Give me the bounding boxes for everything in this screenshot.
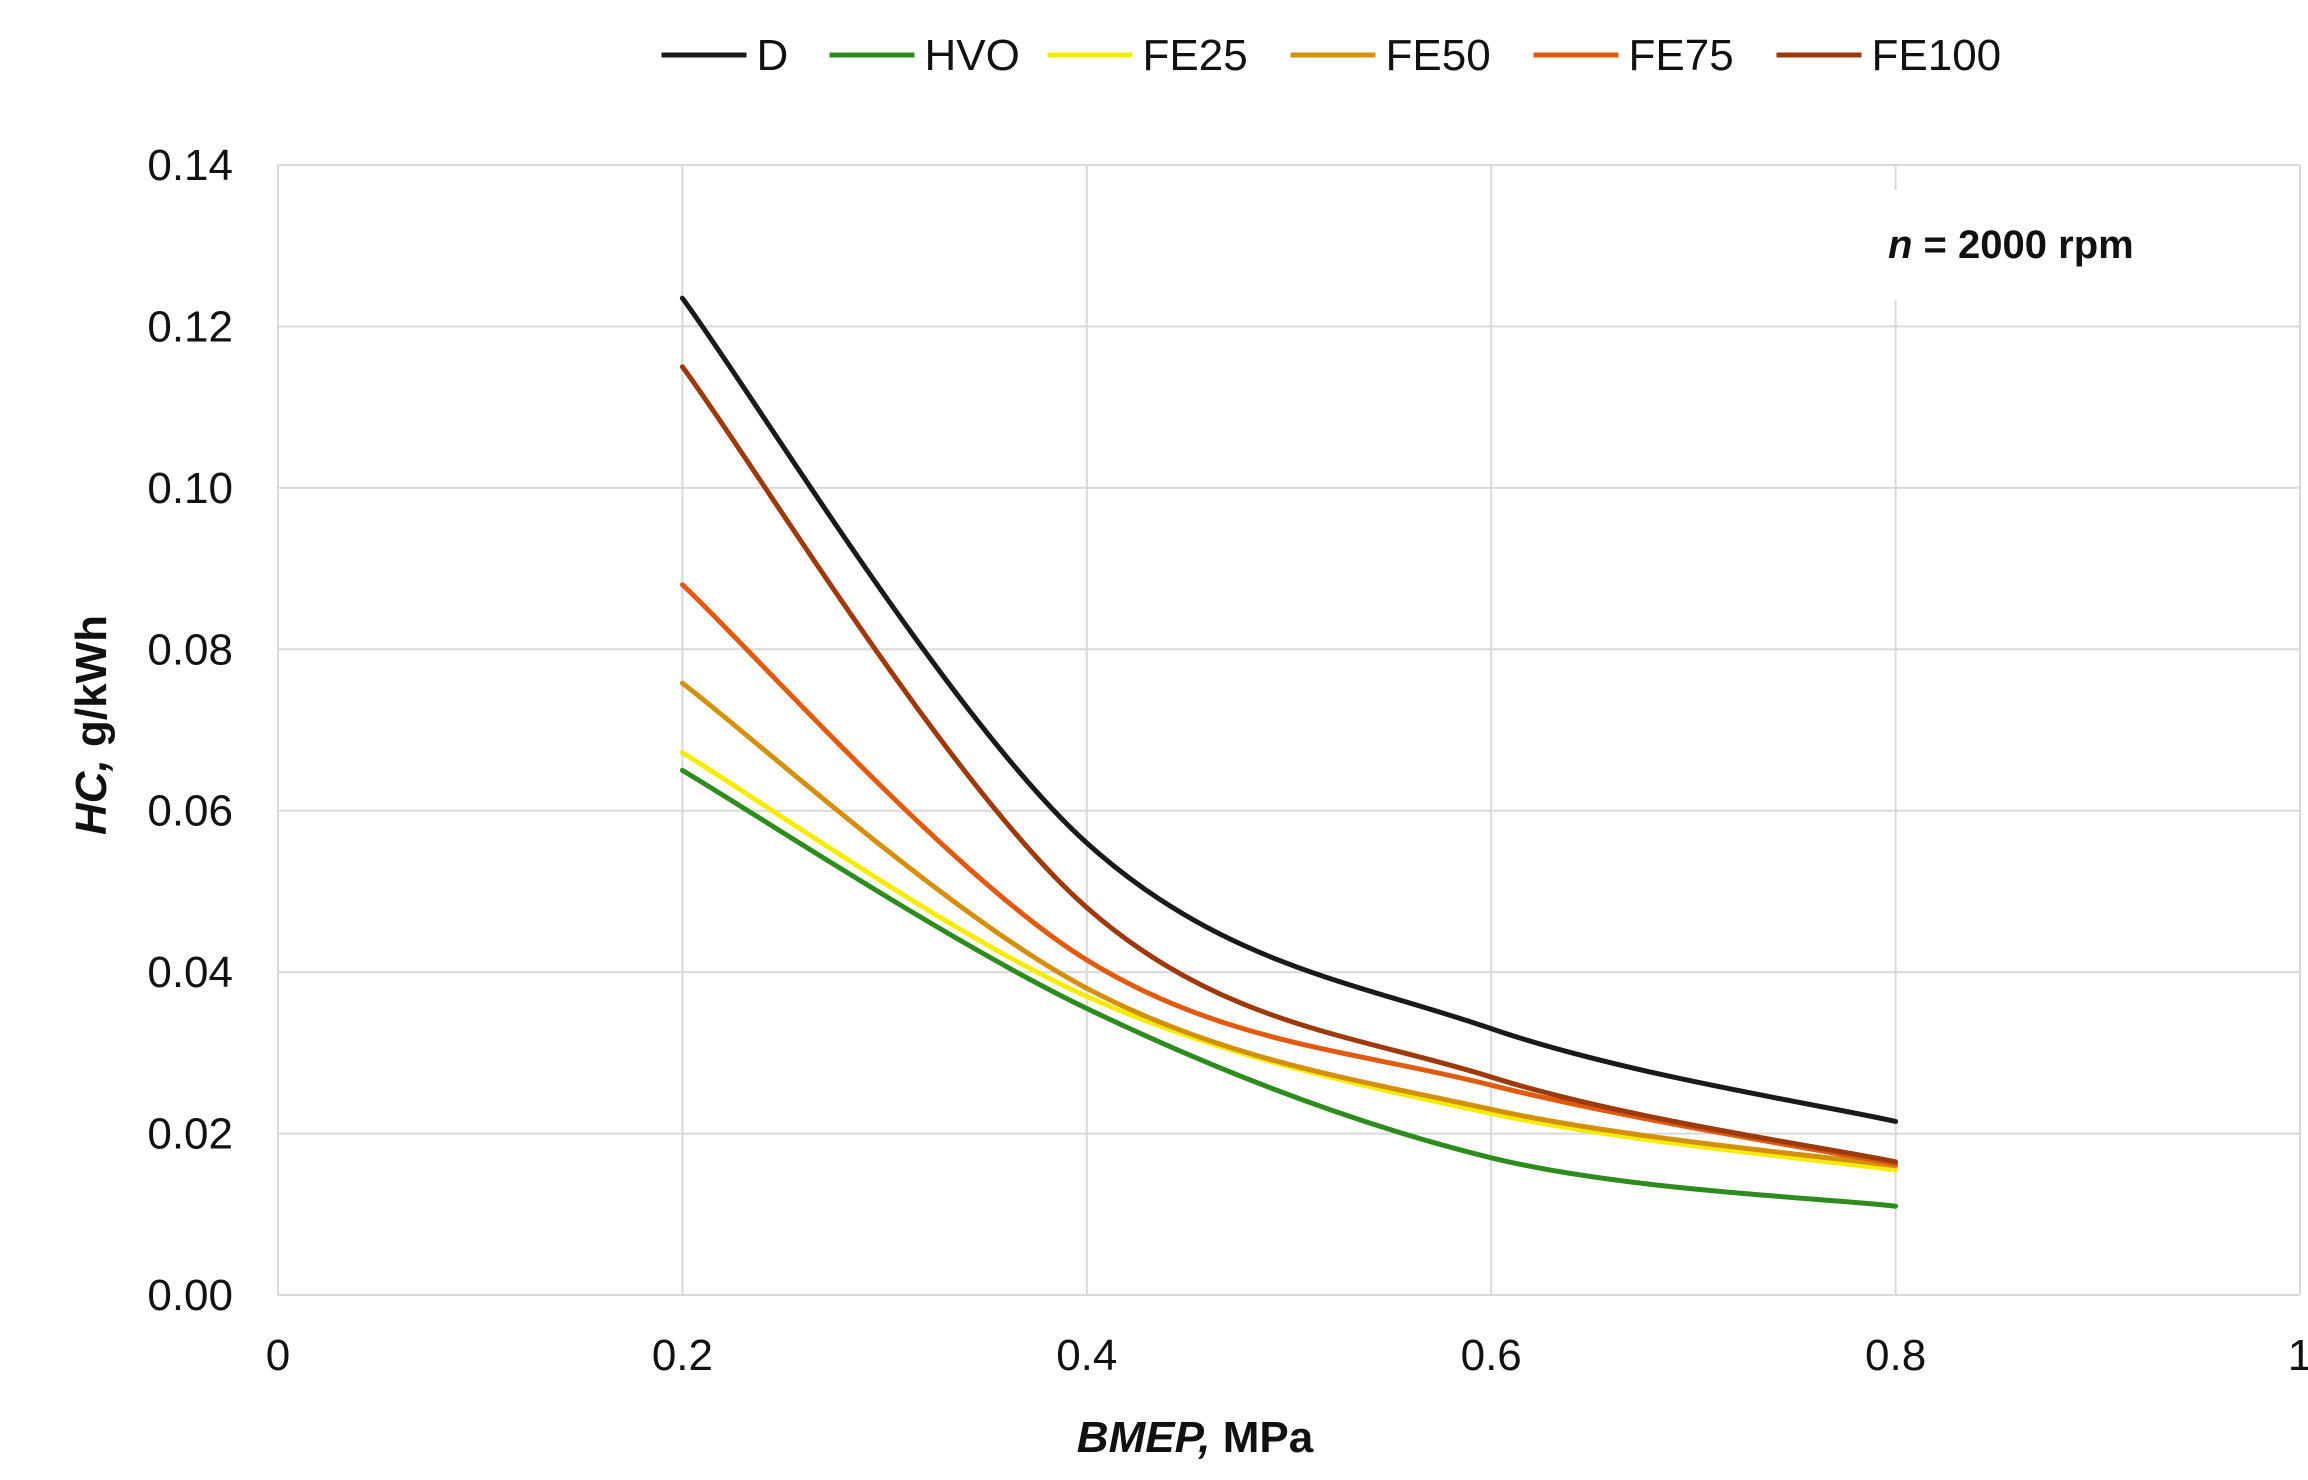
annotation-text: n = 2000 rpm [1888, 223, 2134, 267]
legend-label-hvo: HVO [925, 31, 1020, 80]
x-tick-label: 0.6 [1461, 1331, 1522, 1380]
series-line-fe25 [679, 750, 1899, 1173]
y-tick-label: 0.00 [147, 1271, 233, 1320]
legend-label-fe75: FE75 [1629, 31, 1734, 80]
series-line-d [679, 295, 1899, 1124]
legend: D HVO FE25 FE50 FE75 FE100 [661, 31, 2002, 80]
y-tick-labels: 0.00 0.02 0.04 0.06 0.08 0.10 0.12 0.14 [147, 141, 233, 1320]
y-tick-label: 0.02 [147, 1110, 233, 1159]
x-tick-label: 0.2 [652, 1331, 713, 1380]
series-line-fe75 [679, 582, 1899, 1167]
y-tick-label: 0.12 [147, 302, 233, 351]
y-tick-label: 0.14 [147, 141, 233, 190]
legend-label-fe25: FE25 [1143, 31, 1248, 80]
x-tick-labels: 0 0.2 0.4 0.6 0.8 1 [266, 1331, 2308, 1380]
legend-label-fe100: FE100 [1872, 31, 2002, 80]
series-line-hvo [679, 767, 1899, 1209]
annotation-background [1885, 190, 2165, 300]
y-tick-label: 0.08 [147, 625, 233, 674]
y-tick-label: 0.10 [147, 464, 233, 513]
series-line-fe50 [679, 680, 1899, 1169]
x-tick-label: 0.8 [1865, 1331, 1926, 1380]
series-lines [679, 295, 1899, 1209]
y-tick-label: 0.04 [147, 948, 233, 997]
legend-label-fe50: FE50 [1386, 31, 1491, 80]
x-tick-label: 0 [266, 1331, 290, 1380]
grid-lines [277, 164, 2301, 1296]
series-line-fe100 [679, 364, 1899, 1165]
legend-label-d: D [757, 31, 789, 80]
x-tick-label: 1 [2288, 1331, 2308, 1380]
x-tick-label: 0.4 [1056, 1331, 1117, 1380]
y-axis-title: HC, g/kWh [67, 615, 116, 835]
x-axis-title: BMEP, MPa [1077, 1413, 1314, 1462]
y-tick-label: 0.06 [147, 787, 233, 836]
